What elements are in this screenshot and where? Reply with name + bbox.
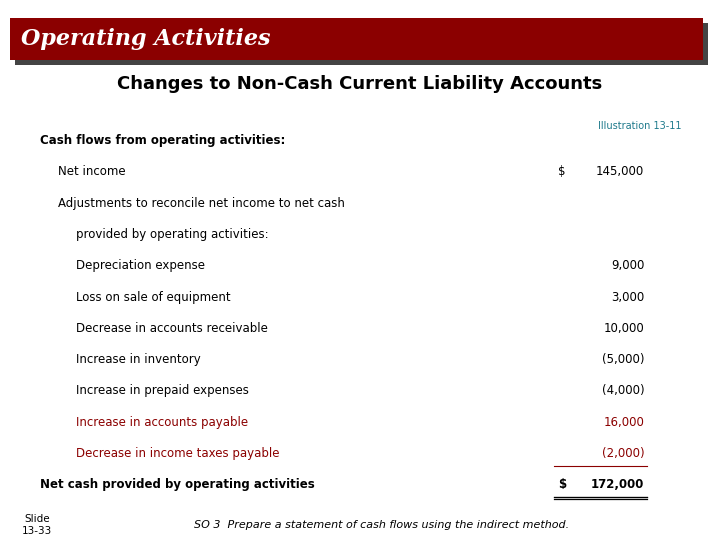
Text: Net cash provided by operating activities: Net cash provided by operating activitie… bbox=[40, 478, 315, 491]
Text: provided by operating activities:: provided by operating activities: bbox=[76, 228, 269, 241]
Text: $: $ bbox=[558, 478, 566, 491]
Text: Loss on sale of equipment: Loss on sale of equipment bbox=[76, 291, 230, 303]
Text: 145,000: 145,000 bbox=[596, 165, 644, 178]
Text: 10,000: 10,000 bbox=[603, 322, 644, 335]
Text: 16,000: 16,000 bbox=[603, 416, 644, 429]
Text: (4,000): (4,000) bbox=[602, 384, 644, 397]
Text: Increase in accounts payable: Increase in accounts payable bbox=[76, 416, 248, 429]
Text: Depreciation expense: Depreciation expense bbox=[76, 259, 204, 272]
Text: Cash flows from operating activities:: Cash flows from operating activities: bbox=[40, 134, 285, 147]
Text: (2,000): (2,000) bbox=[602, 447, 644, 460]
Text: 3,000: 3,000 bbox=[611, 291, 644, 303]
Text: Net income: Net income bbox=[58, 165, 125, 178]
Text: Changes to Non-Cash Current Liability Accounts: Changes to Non-Cash Current Liability Ac… bbox=[117, 75, 603, 93]
Text: Decrease in income taxes payable: Decrease in income taxes payable bbox=[76, 447, 279, 460]
Text: 9,000: 9,000 bbox=[611, 259, 644, 272]
Text: (5,000): (5,000) bbox=[602, 353, 644, 366]
Text: Slide
13-33: Slide 13-33 bbox=[22, 514, 52, 536]
Text: 172,000: 172,000 bbox=[591, 478, 644, 491]
Text: Increase in inventory: Increase in inventory bbox=[76, 353, 200, 366]
Text: SO 3  Prepare a statement of cash flows using the indirect method.: SO 3 Prepare a statement of cash flows u… bbox=[194, 520, 570, 530]
Text: Decrease in accounts receivable: Decrease in accounts receivable bbox=[76, 322, 267, 335]
Text: Operating Activities: Operating Activities bbox=[21, 28, 270, 50]
Text: Illustration 13-11: Illustration 13-11 bbox=[598, 121, 681, 131]
Text: Increase in prepaid expenses: Increase in prepaid expenses bbox=[76, 384, 248, 397]
Text: $: $ bbox=[558, 165, 565, 178]
Text: Adjustments to reconcile net income to net cash: Adjustments to reconcile net income to n… bbox=[58, 197, 344, 210]
